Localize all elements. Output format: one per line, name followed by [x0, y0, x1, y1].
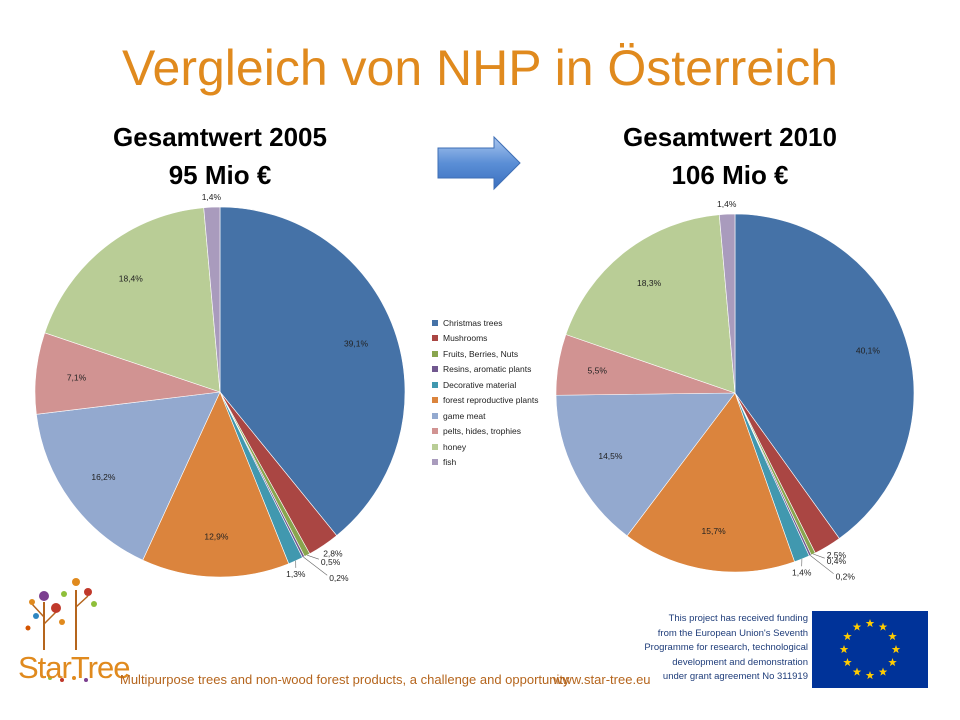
eu-flag-star	[891, 645, 901, 654]
eu-flag-star	[878, 667, 888, 676]
chart-legend: Christmas trees Mushrooms Fruits, Berries,…	[432, 315, 538, 470]
left-data-label-fruits-berries-nuts: 0,5%	[321, 557, 341, 567]
funding-line: This project has received funding	[668, 613, 808, 624]
legend-item: honey	[432, 439, 538, 455]
eu-flag-icon	[812, 611, 928, 688]
legend-swatch	[432, 381, 438, 388]
legend-swatch	[432, 412, 438, 419]
legend-swatch	[432, 366, 438, 373]
legend-item: Christmas trees	[432, 315, 538, 331]
left-pie-slice-forest-reproductive-plants	[142, 391, 290, 578]
left-data-label-mushrooms: 2,8%	[323, 549, 343, 559]
left-chart-title: Gesamtwert 2005	[113, 122, 327, 152]
legend-item: forest reproductive plants	[432, 393, 538, 409]
eu-flag-star	[888, 632, 897, 641]
right-leader-line-fruits-berries-nuts	[813, 553, 825, 559]
legend-item: game meat	[432, 408, 538, 424]
right-leader-line-resins-aromatic-plants	[810, 555, 834, 574]
legend-label: Resins, aromatic plants	[443, 364, 532, 375]
left-leader-line-resins-aromatic-plants	[303, 556, 328, 576]
left-leader-line-fruits-berries-nuts	[307, 554, 319, 560]
left-data-label-game-meat: 16,2%	[91, 472, 116, 482]
right-pie-slice-fish	[718, 213, 736, 394]
funding-line: Programme for research, technological	[644, 642, 808, 654]
right-pie-slice-christmas-trees	[734, 213, 915, 539]
legend-label: game meat	[443, 410, 486, 421]
right-data-label-honey: 18,3%	[637, 278, 662, 288]
left-pie: 39,1% 2,8%0,5% 0,2% 1,3% 12,9% 16,2% 7,1% 18,4%…	[34, 192, 406, 583]
funding-notice: This project has received funding from th…	[640, 612, 808, 685]
eu-flag-star	[865, 619, 875, 628]
legend-label: Decorative material	[443, 379, 517, 390]
legend-swatch	[432, 428, 438, 435]
right-chart-title: Gesamtwert 2010	[623, 122, 837, 152]
right-pie-slice-game-meat	[555, 392, 736, 537]
legend-swatch	[432, 459, 438, 466]
legend-swatch	[432, 443, 438, 450]
left-chart-total: 95 Mio €	[168, 160, 272, 190]
left-data-label-resins-aromatic-plants: 0,2%	[329, 573, 349, 583]
eu-flag-star	[843, 658, 852, 667]
right-data-label-decorative-material: 1,4%	[792, 567, 812, 577]
right-chart-total: 106 Mio €	[671, 160, 789, 190]
legend-item: fish	[432, 455, 538, 471]
right-data-label-game-meat: 14,5%	[598, 451, 623, 461]
eu-flag-star	[878, 622, 888, 631]
right-pie: 40,1% 2,5%0,4% 0,2% 1,4% 15,7% 14,5% 5,5% 18,3%…	[555, 199, 915, 582]
left-data-label-decorative-material: 1,3%	[286, 569, 306, 579]
eu-flag-star	[843, 632, 852, 641]
footer-tagline: Multipurpose trees and non-wood forest p…	[120, 672, 570, 687]
funding-line: under grant agreement No 311919	[662, 671, 808, 683]
left-data-label-pelts-hides-trophies: 7,1%	[67, 372, 87, 382]
left-pie-slice-christmas-trees	[219, 206, 406, 536]
footer-url-link[interactable]: www.star-tree.eu	[553, 672, 651, 687]
legend-label: Mushrooms	[443, 333, 488, 344]
legend-swatch	[432, 350, 438, 357]
eu-flag-star	[852, 667, 862, 676]
eu-flag-star	[852, 622, 862, 631]
funding-line: development and demonstration	[672, 656, 808, 668]
legend-item: pelts, hides, trophies	[432, 424, 538, 440]
eu-flag-star	[888, 658, 897, 667]
eu-flag-star	[839, 645, 849, 654]
left-pie-slice-fish	[203, 206, 221, 393]
legend-item: Resins, aromatic plants	[432, 362, 538, 378]
right-data-label-pelts-hides-trophies: 5,5%	[588, 366, 608, 376]
left-pie-slice-game-meat	[36, 391, 221, 561]
right-pie-slice-forest-reproductive-plants	[626, 392, 795, 573]
left-data-label-forest-reproductive-plants: 12,9%	[204, 531, 229, 541]
right-arrow-icon	[437, 135, 521, 191]
pie-charts-canvas: 39,1% 2,8%0,5% 0,2% 1,3% 12,9% 16,2% 7,1% 18,4%…	[34, 192, 915, 583]
right-data-label-resins-aromatic-plants: 0,2%	[836, 572, 856, 582]
right-data-label-forest-reproductive-plants: 15,7%	[702, 526, 727, 536]
page-title: Vergleich von NHP in Österreich	[121, 40, 839, 96]
legend-item: Fruits, Berries, Nuts	[432, 346, 538, 362]
legend-label: honey	[443, 441, 467, 452]
eu-flag-star	[865, 671, 875, 680]
funding-line: from the European Union's Seventh	[657, 627, 808, 639]
legend-swatch	[432, 397, 438, 404]
left-chart-header: Gesamtwert 2005 95 Mio €	[70, 118, 370, 194]
startree-logo-text: StarTree	[18, 650, 130, 685]
legend-label: Christmas trees	[443, 317, 503, 328]
left-pie-slice-honey	[44, 207, 221, 393]
right-pie-slice-honey	[565, 214, 736, 394]
legend-label: pelts, hides, trophies	[443, 426, 521, 437]
legend-item: Decorative material	[432, 377, 538, 393]
right-data-label-mushrooms: 2,5%	[827, 550, 847, 560]
right-data-label-fruits-berries-nuts: 0,4%	[827, 556, 847, 566]
legend-swatch	[432, 335, 438, 342]
legend-label: fish	[443, 457, 457, 468]
right-data-label-fish: 1,4%	[717, 199, 737, 209]
legend-label: Fruits, Berries, Nuts	[443, 348, 519, 359]
legend-item: Mushrooms	[432, 331, 538, 347]
left-data-label-honey: 18,4%	[119, 274, 144, 284]
right-data-label-christmas-trees: 40,1%	[856, 345, 881, 355]
left-data-label-christmas-trees: 39,1%	[344, 339, 369, 349]
legend-swatch	[432, 319, 438, 326]
right-chart-header: Gesamtwert 2010 106 Mio €	[580, 118, 880, 194]
legend-label: forest reproductive plants	[443, 395, 539, 406]
startree-logo-icon	[25, 578, 97, 682]
left-data-label-fish: 1,4%	[202, 192, 222, 202]
